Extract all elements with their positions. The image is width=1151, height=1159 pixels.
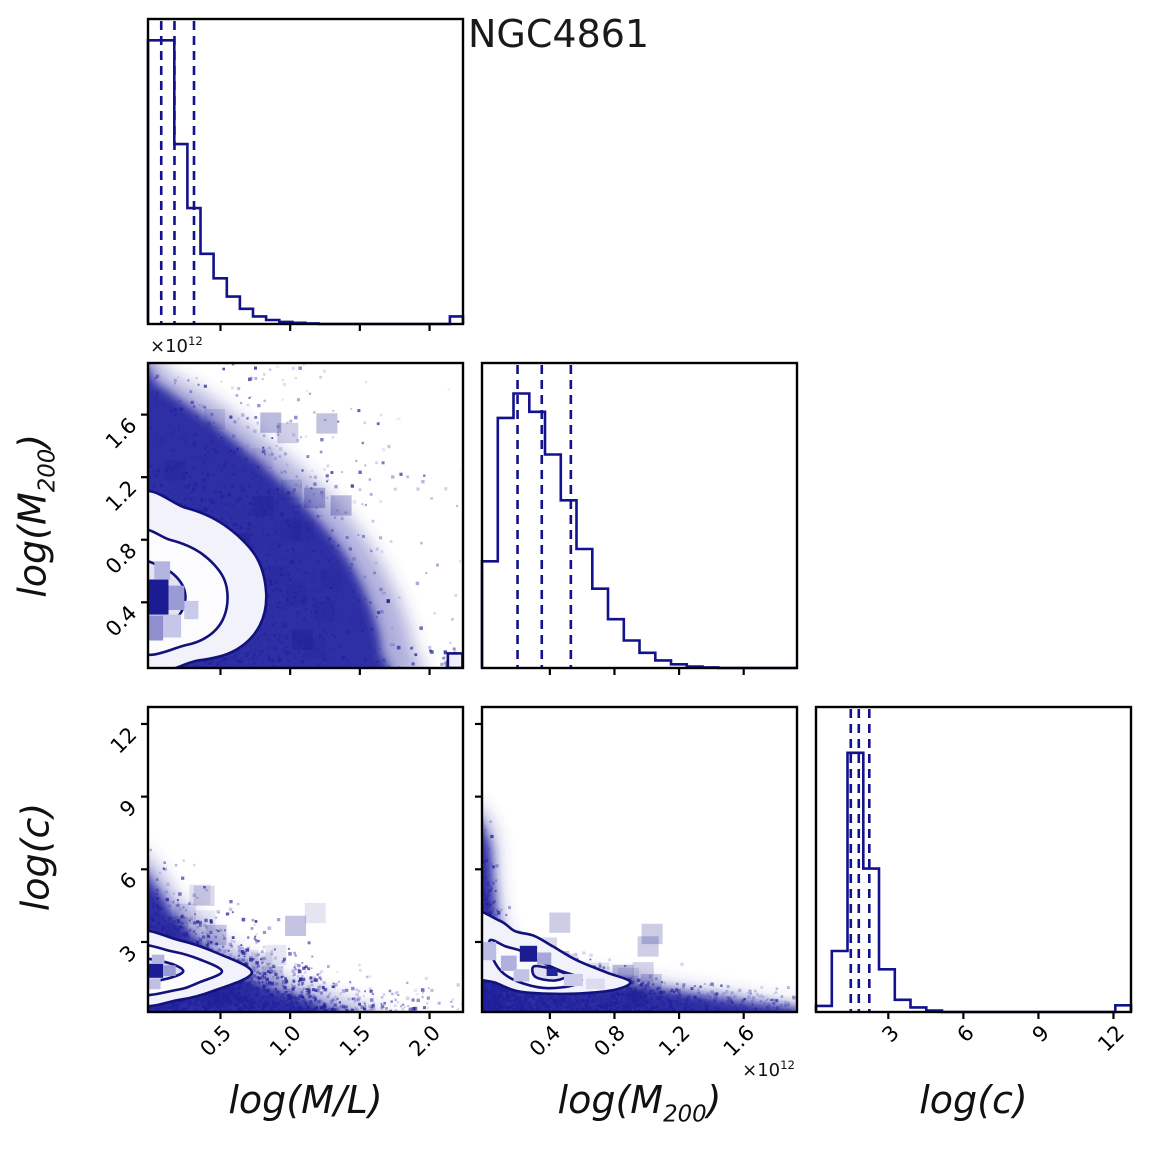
x-axis-label-m200: log(M200) [557, 1078, 722, 1128]
y-tick-label: 1.6 [101, 413, 142, 454]
x-tick-label: 3 [877, 1021, 903, 1047]
scatter-cluster [401, 976, 460, 1012]
y-axis-label-m200: log(M200) [10, 433, 61, 598]
plot-title: NGC4861 [468, 12, 650, 56]
histogram-step-line [480, 392, 797, 670]
x-tick-label: 1.6 [719, 1021, 760, 1062]
x-tick-label: 9 [1028, 1021, 1054, 1047]
y-axis-label-c: log(c) [13, 802, 58, 912]
y-tick-label: 1.2 [101, 476, 142, 517]
y-tick-label: 3 [115, 941, 141, 967]
x-tick-label: 12 [1093, 1021, 1129, 1057]
x-tick-label: 1.2 [654, 1021, 695, 1062]
x-tick-label: 0.4 [525, 1021, 566, 1062]
x-tick-label: 1.0 [265, 1021, 306, 1062]
hist-panel-ml [146, 17, 465, 331]
x-axis-label-c: log(c) [919, 1078, 1028, 1122]
hist-panel-c [814, 705, 1133, 1019]
histogram-step-line [814, 751, 1133, 1014]
density-panel-ml-c [141, 705, 465, 1019]
x-axis-label-ml: log(M/L) [228, 1078, 383, 1122]
x-tick-label: 1.5 [335, 1021, 376, 1062]
hist-panel-m200 [480, 361, 799, 675]
density-panel-ml-m200 [141, 361, 465, 675]
x-tick-label: 2.0 [404, 1021, 445, 1062]
density-panel-m200-c [475, 705, 799, 1019]
y-tick-label: 0.8 [101, 538, 142, 579]
x-tick-label: 6 [952, 1021, 978, 1047]
x-tick-label: 0.8 [589, 1021, 630, 1062]
x-axis-offset-text: ×1012 [742, 1058, 795, 1081]
scatter-cluster [595, 985, 790, 1012]
y-tick-label: 12 [106, 723, 142, 759]
y-tick-label: 0.4 [101, 601, 142, 642]
y-tick-label: 6 [115, 868, 141, 894]
y-tick-label: 9 [115, 795, 141, 821]
y-axis-offset-text: ×1012 [150, 334, 203, 357]
x-tick-label: 0.5 [195, 1021, 236, 1062]
